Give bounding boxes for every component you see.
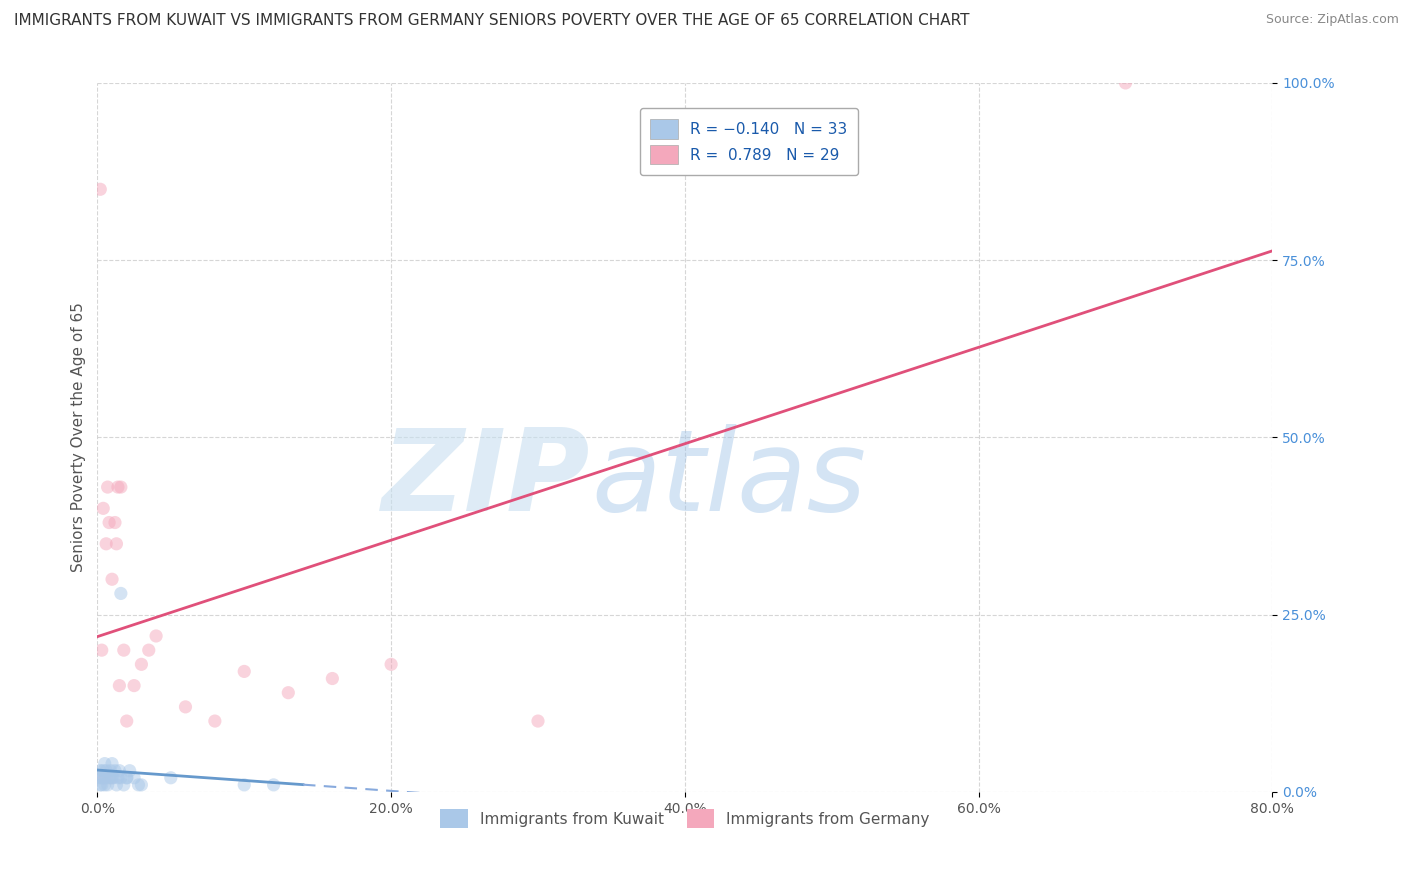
Point xyxy=(138,643,160,657)
Point xyxy=(104,516,127,530)
Point xyxy=(101,756,124,771)
Point xyxy=(233,665,256,679)
Point xyxy=(127,778,149,792)
Point xyxy=(233,778,256,792)
Point xyxy=(112,778,135,792)
Point xyxy=(527,714,550,728)
Point xyxy=(131,778,153,792)
Point xyxy=(145,629,167,643)
Point xyxy=(89,764,111,778)
Point xyxy=(110,586,132,600)
Point xyxy=(110,771,132,785)
Text: Source: ZipAtlas.com: Source: ZipAtlas.com xyxy=(1265,13,1399,27)
Point xyxy=(101,572,124,586)
Point xyxy=(100,764,122,778)
Point xyxy=(93,771,115,785)
Point xyxy=(91,771,114,785)
Point xyxy=(93,778,115,792)
Point xyxy=(108,679,131,693)
Point xyxy=(115,771,138,785)
Point xyxy=(263,778,285,792)
Text: atlas: atlas xyxy=(591,425,866,535)
Point xyxy=(105,778,128,792)
Point xyxy=(93,756,115,771)
Point xyxy=(122,771,145,785)
Y-axis label: Seniors Poverty Over the Age of 65: Seniors Poverty Over the Age of 65 xyxy=(72,302,86,573)
Point xyxy=(380,657,402,672)
Point xyxy=(96,771,118,785)
Point xyxy=(98,516,121,530)
Point xyxy=(108,764,131,778)
Point xyxy=(1115,76,1137,90)
Point xyxy=(91,764,114,778)
Legend: Immigrants from Kuwait, Immigrants from Germany: Immigrants from Kuwait, Immigrants from … xyxy=(434,803,936,834)
Point xyxy=(122,679,145,693)
Point xyxy=(159,771,181,785)
Point xyxy=(91,501,114,516)
Point xyxy=(107,771,129,785)
Point xyxy=(101,771,124,785)
Point xyxy=(90,771,112,785)
Point xyxy=(90,771,112,785)
Point xyxy=(104,764,127,778)
Text: IMMIGRANTS FROM KUWAIT VS IMMIGRANTS FROM GERMANY SENIORS POVERTY OVER THE AGE O: IMMIGRANTS FROM KUWAIT VS IMMIGRANTS FRO… xyxy=(14,13,970,29)
Point xyxy=(321,672,343,686)
Point xyxy=(107,480,129,494)
Point xyxy=(115,714,138,728)
Point xyxy=(87,771,110,785)
Point xyxy=(96,764,118,778)
Text: ZIP: ZIP xyxy=(382,425,591,535)
Point xyxy=(89,182,111,196)
Point xyxy=(131,657,153,672)
Point xyxy=(277,686,299,700)
Point xyxy=(96,537,118,551)
Point xyxy=(98,771,121,785)
Point xyxy=(90,643,112,657)
Point xyxy=(110,480,132,494)
Point xyxy=(103,771,125,785)
Point xyxy=(105,537,128,551)
Point xyxy=(100,771,122,785)
Point xyxy=(112,643,135,657)
Point xyxy=(90,778,112,792)
Point xyxy=(97,778,120,792)
Point xyxy=(204,714,226,728)
Point xyxy=(97,480,120,494)
Point xyxy=(174,699,197,714)
Point xyxy=(115,771,138,785)
Point xyxy=(118,764,141,778)
Point xyxy=(89,778,111,792)
